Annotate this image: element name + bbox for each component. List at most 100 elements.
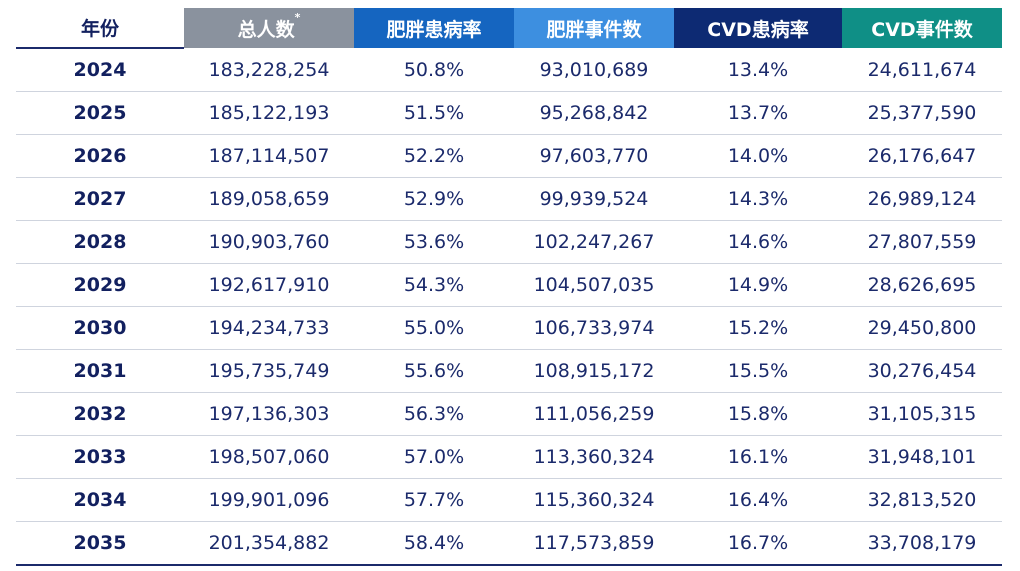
cell-cvd-rate: 14.0% [674, 134, 842, 178]
header-obesity-events-label: 肥胖事件数 [546, 18, 642, 41]
cell-cvd-events: 32,813,520 [842, 478, 1002, 522]
cell-cvd-rate: 13.4% [674, 48, 842, 92]
header-total: 总人数* [184, 8, 354, 48]
footnote-asterisk: * [294, 10, 301, 24]
table-row: 2035 201,354,882 58.4% 117,573,859 16.7% 33,7… [16, 521, 1002, 566]
cell-obesity-rate: 54.3% [354, 263, 514, 307]
cell-obesity-rate: 55.0% [354, 306, 514, 350]
cell-year: 2026 [16, 134, 184, 178]
cell-year: 2025 [16, 91, 184, 135]
cell-obesity-rate: 51.5% [354, 91, 514, 135]
cell-obesity-events: 104,507,035 [514, 263, 674, 307]
table-row: 2030 194,234,733 55.0% 106,733,974 15.2% 29,4… [16, 306, 1002, 350]
header-year-label: 年份 [80, 18, 119, 40]
cell-obesity-events: 99,939,524 [514, 177, 674, 221]
data-table-container: 年份 总人数* 肥胖患病率 肥胖事件数 CVD患病率 CVD事件数 2024 18… [16, 8, 1002, 566]
cell-obesity-rate: 57.0% [354, 435, 514, 479]
cell-cvd-rate: 16.7% [674, 521, 842, 566]
cell-obesity-events: 95,268,842 [514, 91, 674, 135]
cell-year: 2029 [16, 263, 184, 307]
cell-obesity-rate: 50.8% [354, 48, 514, 92]
cell-obesity-events: 93,010,689 [514, 48, 674, 92]
table-row: 2026 187,114,507 52.2% 97,603,770 14.0% 26,17… [16, 134, 1002, 178]
cell-year: 2030 [16, 306, 184, 350]
cell-year: 2024 [16, 48, 184, 92]
cell-obesity-rate: 57.7% [354, 478, 514, 522]
cell-year: 2027 [16, 177, 184, 221]
cell-cvd-events: 26,989,124 [842, 177, 1002, 221]
cell-cvd-events: 33,708,179 [842, 521, 1002, 566]
cell-cvd-events: 27,807,559 [842, 220, 1002, 264]
cell-cvd-events: 31,948,101 [842, 435, 1002, 479]
projection-table: 年份 总人数* 肥胖患病率 肥胖事件数 CVD患病率 CVD事件数 2024 18… [16, 8, 1002, 566]
cell-cvd-events: 24,611,674 [842, 48, 1002, 92]
table-row: 2028 190,903,760 53.6% 102,247,267 14.6% 27,8… [16, 220, 1002, 264]
table-row: 2031 195,735,749 55.6% 108,915,172 15.5% 30,2… [16, 349, 1002, 393]
cell-cvd-events: 30,276,454 [842, 349, 1002, 393]
cell-year: 2032 [16, 392, 184, 436]
cell-obesity-events: 113,360,324 [514, 435, 674, 479]
table-row: 2032 197,136,303 56.3% 111,056,259 15.8% 31,1… [16, 392, 1002, 436]
cell-year: 2035 [16, 521, 184, 566]
cell-total: 190,903,760 [184, 220, 354, 264]
cell-obesity-events: 117,573,859 [514, 521, 674, 566]
cell-total: 199,901,096 [184, 478, 354, 522]
header-total-label: 总人数 [237, 18, 295, 41]
cell-total: 201,354,882 [184, 521, 354, 566]
cell-obesity-events: 115,360,324 [514, 478, 674, 522]
cell-obesity-rate: 56.3% [354, 392, 514, 436]
cell-year: 2033 [16, 435, 184, 479]
table-row: 2027 189,058,659 52.9% 99,939,524 14.3% 26,98… [16, 177, 1002, 221]
cell-obesity-rate: 52.2% [354, 134, 514, 178]
cell-total: 194,234,733 [184, 306, 354, 350]
cell-total: 198,507,060 [184, 435, 354, 479]
cell-cvd-rate: 16.1% [674, 435, 842, 479]
header-obesity-events: 肥胖事件数 [514, 8, 674, 48]
cell-obesity-rate: 55.6% [354, 349, 514, 393]
cell-obesity-events: 102,247,267 [514, 220, 674, 264]
cell-cvd-rate: 15.2% [674, 306, 842, 350]
cell-obesity-rate: 53.6% [354, 220, 514, 264]
table-row: 2033 198,507,060 57.0% 113,360,324 16.1% 31,9… [16, 435, 1002, 479]
cell-total: 197,136,303 [184, 392, 354, 436]
header-row: 年份 总人数* 肥胖患病率 肥胖事件数 CVD患病率 CVD事件数 [16, 8, 1002, 49]
cell-cvd-rate: 14.6% [674, 220, 842, 264]
cell-total: 189,058,659 [184, 177, 354, 221]
cell-year: 2034 [16, 478, 184, 522]
cell-total: 183,228,254 [184, 48, 354, 92]
header-cvd-rate-label: CVD患病率 [707, 18, 809, 41]
table-row: 2034 199,901,096 57.7% 115,360,324 16.4% 32,8… [16, 478, 1002, 522]
cell-obesity-events: 106,733,974 [514, 306, 674, 350]
cell-obesity-events: 111,056,259 [514, 392, 674, 436]
header-year: 年份 [16, 8, 184, 49]
header-cvd-events-label: CVD事件数 [871, 18, 973, 41]
header-obesity-rate-label: 肥胖患病率 [386, 18, 482, 41]
cell-total: 195,735,749 [184, 349, 354, 393]
cell-obesity-rate: 58.4% [354, 521, 514, 566]
cell-cvd-events: 26,176,647 [842, 134, 1002, 178]
cell-cvd-events: 31,105,315 [842, 392, 1002, 436]
cell-cvd-rate: 15.8% [674, 392, 842, 436]
cell-cvd-rate: 14.3% [674, 177, 842, 221]
header-cvd-rate: CVD患病率 [674, 8, 842, 48]
cell-obesity-events: 108,915,172 [514, 349, 674, 393]
cell-cvd-events: 29,450,800 [842, 306, 1002, 350]
cell-obesity-rate: 52.9% [354, 177, 514, 221]
cell-year: 2028 [16, 220, 184, 264]
cell-cvd-rate: 13.7% [674, 91, 842, 135]
cell-total: 185,122,193 [184, 91, 354, 135]
cell-cvd-rate: 15.5% [674, 349, 842, 393]
header-cvd-events: CVD事件数 [842, 8, 1002, 48]
cell-total: 187,114,507 [184, 134, 354, 178]
table-row: 2029 192,617,910 54.3% 104,507,035 14.9% 28,6… [16, 263, 1002, 307]
cell-cvd-events: 25,377,590 [842, 91, 1002, 135]
cell-cvd-rate: 16.4% [674, 478, 842, 522]
cell-cvd-events: 28,626,695 [842, 263, 1002, 307]
table-body: 2024 183,228,254 50.8% 93,010,689 13.4% 24,61… [16, 48, 1002, 566]
cell-total: 192,617,910 [184, 263, 354, 307]
cell-cvd-rate: 14.9% [674, 263, 842, 307]
table-row: 2025 185,122,193 51.5% 95,268,842 13.7% 25,37… [16, 91, 1002, 135]
cell-obesity-events: 97,603,770 [514, 134, 674, 178]
cell-year: 2031 [16, 349, 184, 393]
table-row: 2024 183,228,254 50.8% 93,010,689 13.4% 24,61… [16, 48, 1002, 92]
